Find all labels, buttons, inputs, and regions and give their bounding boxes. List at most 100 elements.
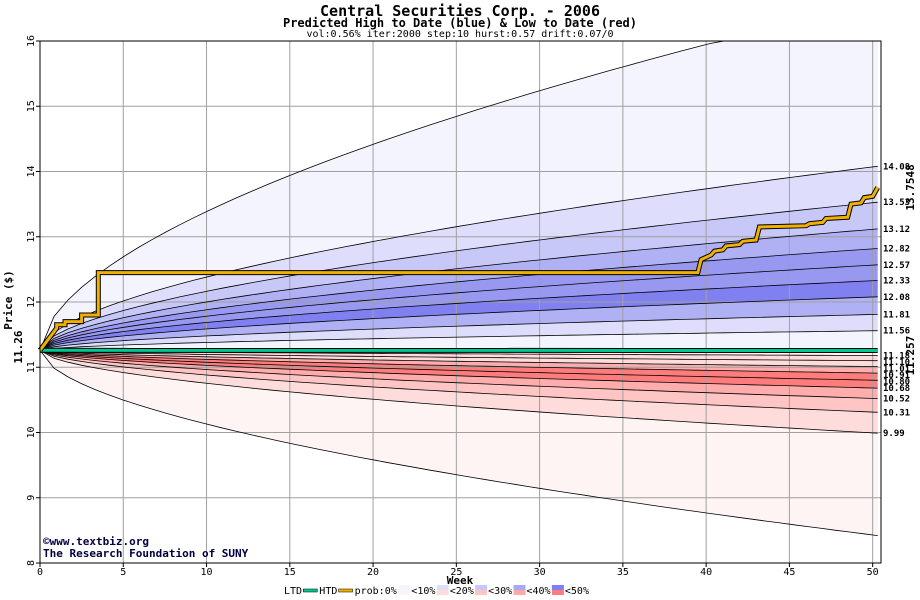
quantile-line-7 [39,296,878,351]
high-band-0 [40,41,878,351]
simulation-params: vol:0.56% iter:2000 step:10 hurst:0.57 d… [306,29,613,40]
quantile-lines [39,40,878,536]
y-tick-label-4: 12 [26,296,37,308]
legend-bucket-label-0: <10% [411,586,435,597]
high-band-8 [40,330,878,351]
x-axis-label: Week [447,574,474,587]
legend-bucket-label-3: <40% [527,586,551,597]
chart-title: Central Securities Corp. - 2006 [320,2,600,20]
quantile-line-2 [39,201,878,351]
low-band-7 [40,350,878,536]
high-band-5 [40,280,878,351]
high-band-3 [40,228,878,351]
legend-ltd-swatch [303,588,318,593]
legend-htd-label: HTD [319,586,337,597]
ltd-final-label: 11.257 [904,336,917,376]
quantile-end-label-4: 12.57 [883,261,910,271]
low-band-4 [40,350,878,399]
legend-swatch-high-0 [398,585,411,590]
x-tick-label-4: 20 [367,567,379,578]
quantile-end-label-9: 11.18 [883,352,910,362]
quantile-line-4 [39,248,878,351]
x-tick-label-7: 35 [617,567,629,578]
high-band-1 [40,166,878,351]
y-tick-label-3: 11 [26,361,37,373]
quantile-line-9 [39,330,878,351]
legend-swatch-high-3 [513,585,526,590]
x-tick-label-1: 5 [120,567,126,578]
high-band-6 [40,296,878,351]
x-tick-label-8: 40 [700,567,712,578]
quantile-end-label-15: 10.52 [883,395,910,405]
quantile-line-17 [39,349,878,413]
quantile-end-label-6: 12.08 [883,293,910,303]
x-tick-label-9: 45 [783,567,795,578]
y-axis-ticks: 8 9 10 11 12 13 14 15 16 [26,35,40,566]
y-tick-label-6: 14 [26,165,37,177]
quantile-line-8 [39,314,878,351]
credit-line-2: The Research Foundation of SUNY [43,547,249,560]
y-tick-label-0: 8 [26,560,37,566]
x-tick-label-0: 0 [37,567,43,578]
quantile-line-15 [39,349,878,389]
legend-swatch-low-3 [513,590,526,595]
legend-prob-label: prob:0% [355,586,397,597]
legend-swatch-high-2 [475,585,488,590]
legend-swatch-low-0 [398,590,411,595]
quantile-end-label-16: 10.31 [883,408,910,418]
legend-ltd-label: LTD [284,586,302,597]
x-tick-label-10: 50 [867,567,879,578]
legend: LTD HTD prob:0% <10% <20% <30% <40% <50% [284,585,589,597]
grid-lines [39,40,881,564]
x-tick-label-6: 30 [534,567,546,578]
quantile-line-5 [39,264,878,351]
legend-htd-swatch [338,588,353,593]
quantile-end-label-17: 9.99 [883,429,905,439]
series-lines [38,186,880,353]
x-tick-label-2: 10 [201,567,213,578]
y-tick-label-7: 15 [26,100,37,112]
x-axis-ticks: 0 5 10 15 20 25 30 35 40 45 50 [37,563,879,578]
htd-final-label: 13.7548 [904,164,917,210]
quantile-line-18 [39,349,878,434]
quantile-line-12 [39,349,878,367]
high-band-2 [40,202,878,351]
htd-line [38,186,880,352]
legend-bucket-label-4: <50% [565,586,589,597]
quantile-end-label-0: 14.08 [883,162,910,172]
legend-bucket-label-2: <30% [488,586,512,597]
quantile-end-label-3: 12.82 [883,244,910,254]
quantile-end-label-2: 13.12 [883,225,910,235]
low-band-1 [40,350,878,367]
quantile-line-11 [39,349,878,362]
low-band-3 [40,350,878,389]
credit-line-1: ©www.textbiz.org [43,535,149,548]
y-tick-label-8: 16 [26,35,37,47]
quantile-end-label-10: 11.10 [883,358,910,368]
quantile-end-labels: 14.08 13.53 13.12 12.82 12.57 12.33 12.08 11.81… [883,162,910,439]
y-tick-label-5: 13 [26,231,37,243]
quantile-end-label-12: 10.91 [883,371,910,381]
quantile-line-3 [39,228,878,351]
legend-swatch-low-4 [551,590,564,595]
legend-swatch-high-4 [551,585,564,590]
legend-swatch-low-2 [475,590,488,595]
quantile-end-label-1: 13.53 [883,198,910,208]
x-tick-label-3: 15 [284,567,296,578]
x-tick-label-5: 25 [450,567,462,578]
quantile-end-label-14: 10.68 [883,384,910,394]
quantile-end-label-13: 10.80 [883,378,910,388]
quantile-line-16 [39,349,878,399]
quantile-line-19 [39,350,878,536]
y-tick-label-2: 10 [26,426,37,438]
y-tick-label-1: 9 [26,495,37,501]
y-axis-label: Price ($) [2,270,15,330]
quantile-line-14 [39,349,878,381]
chart-subtitle: Predicted High to Date (blue) & Low to D… [283,16,637,30]
legend-bucket-label-1: <20% [450,586,474,597]
quantile-line-1 [39,165,878,351]
low-band-6 [40,350,878,434]
start-price-label: 11.26 [12,330,25,363]
quantile-end-label-5: 12.33 [883,276,910,286]
